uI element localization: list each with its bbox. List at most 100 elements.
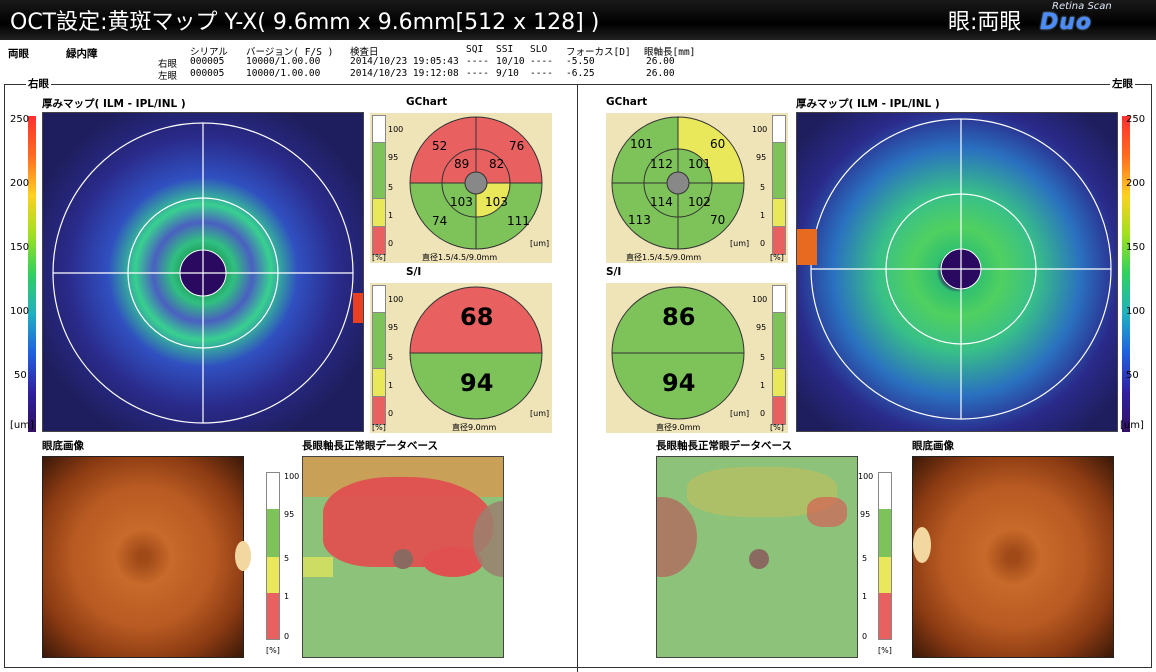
percent-tick: 95	[756, 323, 767, 332]
percent-unit: [%]	[770, 423, 784, 432]
row-serial: 000005	[190, 68, 225, 79]
row-date: 2014/10/23 19:05:43	[350, 56, 459, 67]
um-unit: [um]	[730, 409, 750, 418]
deviation-map	[302, 456, 504, 658]
page-title: OCT設定:黄斑マップ Y-X( 9.6mm x 9.6mm[512 x 128…	[10, 10, 600, 35]
gchart-value-inner-sn: 112	[650, 157, 673, 171]
section-divider	[4, 84, 1152, 85]
optic-disc	[235, 541, 251, 571]
thickness-scale-bar	[28, 116, 36, 432]
col-sqi: SQI	[466, 44, 484, 55]
row-version: 10000/1.00.00	[246, 68, 321, 79]
row-eye: 右眼	[158, 59, 178, 70]
fundus-image	[912, 456, 1114, 658]
panel-divider	[577, 84, 578, 672]
percent-tick: 100	[388, 295, 404, 304]
gchart-value-outer-st: 52	[432, 139, 448, 153]
si-caption: 直径9.0mm	[452, 423, 497, 432]
eye-selection-label: 眼:両眼	[948, 10, 1022, 35]
percent-tick: 95	[284, 510, 295, 519]
um-unit: [um]	[530, 409, 550, 418]
percent-scale	[372, 115, 386, 255]
col-ssi: SSI	[496, 44, 514, 55]
col-serial: シリアル	[190, 47, 228, 58]
percent-unit: [%]	[878, 646, 892, 655]
gchart-value-inner-in: 103	[485, 195, 508, 209]
percent-tick: 1	[284, 592, 290, 601]
percent-unit: [%]	[372, 423, 386, 432]
row-ssi: 10/10	[496, 56, 525, 67]
gchart-caption: 直径1.5/4.5/9.0mm	[626, 253, 702, 262]
percent-tick: 5	[760, 353, 766, 362]
si-label: S/I	[406, 266, 422, 278]
percent-tick: 100	[752, 125, 768, 134]
gchart-panel: 101 60 113 70 112 101 114 102 [um] 直径1.5…	[606, 113, 788, 263]
percent-scale	[372, 285, 386, 425]
gchart-value-inner-st: 89	[454, 157, 470, 171]
scale-tick: 100	[1126, 306, 1146, 317]
percent-tick: 5	[388, 183, 394, 192]
fundus-label: 眼底画像	[42, 440, 84, 452]
row-slo: ----	[530, 56, 553, 67]
gchart-value-outer-in: 113	[628, 213, 651, 227]
percent-tick: 95	[756, 153, 767, 162]
percent-tick: 100	[388, 125, 404, 134]
row-serial: 000005	[190, 56, 225, 67]
scale-tick: 200	[1126, 178, 1146, 189]
gchart-sectors	[409, 116, 543, 250]
col-version: バージョン( F/S )	[246, 47, 334, 58]
fundus-image	[42, 456, 251, 658]
fovea-marker	[749, 549, 769, 569]
row-axial: 26.00	[646, 56, 675, 67]
thickness-map	[796, 112, 1118, 432]
percent-scale	[772, 115, 786, 255]
row-eye: 左眼	[158, 71, 178, 82]
gchart-value-outer-it: 74	[432, 214, 448, 228]
si-panel: 86 94 [um] 直径9.0mm 100 95 5 1 0 [%]	[606, 283, 788, 433]
scale-tick: 250	[1126, 114, 1146, 125]
row-version: 10000/1.00.00	[246, 56, 321, 67]
thickness-map-label: 厚みマップ( ILM - IPL/INL )	[796, 98, 940, 110]
si-value-superior: 68	[460, 303, 494, 331]
left-eye-section-label: 左眼	[1110, 76, 1135, 91]
panel-border-bottom	[4, 667, 1152, 668]
percent-tick: 5	[862, 554, 868, 563]
row-axial: 26.00	[646, 68, 675, 79]
logo-subtitle: Retina Scan	[1052, 1, 1112, 12]
row-date: 2014/10/23 19:12:08	[350, 68, 459, 79]
panel-border-right	[1151, 84, 1152, 668]
percent-tick: 0	[862, 632, 868, 641]
percent-tick: 5	[388, 353, 394, 362]
percent-scale-db: 100 95 5 1 0 [%]	[858, 456, 898, 658]
row-focus: -6.25	[566, 68, 595, 79]
col-axial: 眼軸長[mm]	[644, 47, 696, 58]
percent-tick: 100	[858, 472, 874, 481]
thickness-scale-bar	[1122, 116, 1130, 432]
scale-tick: 50	[14, 370, 27, 381]
um-unit: [um]	[730, 239, 750, 248]
percent-scale-db: 100 95 5 1 0 [%]	[264, 456, 300, 658]
thickness-map-label: 厚みマップ( ILM - IPL/INL )	[42, 98, 186, 110]
col-slo: SLO	[530, 44, 548, 55]
percent-tick: 100	[284, 472, 300, 481]
gchart-value-outer-st: 60	[710, 137, 726, 151]
gchart-label: GChart	[606, 96, 648, 108]
gchart-value-inner-it: 102	[688, 195, 711, 209]
percent-tick: 0	[284, 632, 290, 641]
patient-eye: 両眼	[8, 48, 29, 60]
deviation-region	[423, 547, 483, 577]
percent-tick: 1	[388, 381, 394, 390]
optic-disc	[913, 527, 931, 563]
percent-tick: 0	[388, 409, 394, 418]
scale-tick: 250	[10, 114, 30, 125]
scale-tick: 200	[10, 178, 30, 189]
si-value-inferior: 94	[460, 369, 494, 397]
fundus-label: 眼底画像	[912, 440, 954, 452]
gchart-panel: 100 95 5 1 0 [%] 52 76 74 111 89 82 103 …	[370, 113, 552, 263]
fovea-marker	[393, 549, 413, 569]
row-focus: -5.50	[566, 56, 595, 67]
um-unit: [um]	[530, 239, 550, 248]
panel-border-left	[4, 84, 5, 668]
si-halves	[611, 286, 745, 420]
database-label: 長眼軸長正常眼データベース	[302, 440, 438, 452]
